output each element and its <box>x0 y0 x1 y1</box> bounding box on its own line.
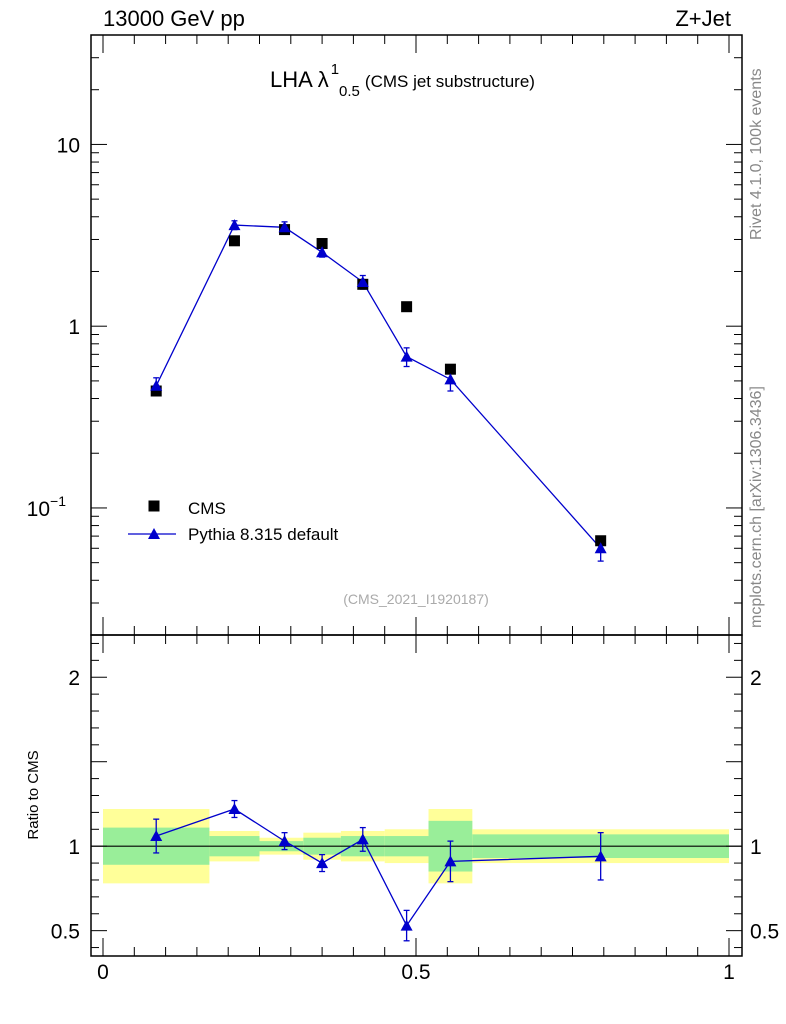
chart-title: LHA λ 10.5(CMS jet substructure) <box>270 61 535 100</box>
y-tick-label: 10−1 <box>27 493 67 521</box>
x-tick-label: 1 <box>723 961 735 984</box>
pythia-point <box>444 373 456 384</box>
ratio-point <box>228 803 240 814</box>
ratio-y-tick-label: 0.5 <box>51 921 80 944</box>
cms-point <box>401 301 412 312</box>
y-tick-label: 1 <box>68 316 80 339</box>
ratio-y-tick-label-right: 2 <box>750 667 762 690</box>
plot-canvas: LHA λ 10.5(CMS jet substructure) (CMS_202… <box>0 0 786 1024</box>
ratio-y-label: Ratio to CMS <box>25 750 42 839</box>
main-panel-frame <box>91 35 742 635</box>
legend-cms-marker <box>149 501 160 512</box>
cms-point <box>229 235 240 246</box>
ratio-line <box>156 809 600 926</box>
pythia-point <box>228 219 240 230</box>
legend-pythia-label: Pythia 8.315 default <box>188 525 339 544</box>
ratio-y-tick-label: 1 <box>68 836 80 859</box>
pythia-point <box>401 351 413 362</box>
ratio-panel-frame <box>91 635 742 956</box>
x-tick-label: 0.5 <box>401 961 430 984</box>
ratio-y-tick-label-right: 0.5 <box>750 921 779 944</box>
ratio-y-tick-label: 2 <box>68 667 80 690</box>
legend-cms-label: CMS <box>188 499 226 518</box>
cms-point <box>445 364 456 375</box>
ratio-y-tick-label-right: 1 <box>750 836 762 859</box>
pythia-point <box>150 380 162 391</box>
analysis-id: (CMS_2021_I1920187) <box>343 591 489 607</box>
ratio-point <box>401 920 413 931</box>
y-tick-label: 10 <box>57 134 80 157</box>
x-tick-label: 0 <box>97 961 109 984</box>
